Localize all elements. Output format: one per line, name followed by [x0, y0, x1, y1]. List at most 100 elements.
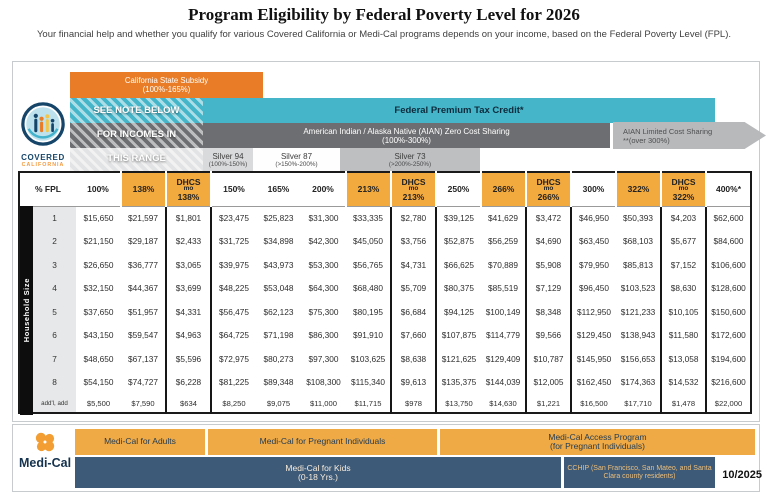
table-row-7: 7 $48,650 $67,137 $5,596 $72,975 $80,273 $97,3…	[19, 347, 751, 371]
revision-date: 10/2025	[722, 469, 762, 481]
table-row-5: 5 $37,650 $51,957 $4,331 $56,475 $62,123 $75,3…	[19, 300, 751, 324]
table-cell: $13,750	[445, 398, 473, 408]
table-cell: $13,058	[660, 347, 707, 371]
table-cell: $6,228	[165, 370, 212, 394]
table-cell: $4,690	[525, 229, 572, 253]
table-cell: $1,221	[525, 394, 572, 413]
table-cell: $106,600	[711, 259, 746, 270]
row-label: 5	[19, 300, 76, 324]
table-cell: $135,375	[441, 377, 477, 388]
medical-adults-label: Medi-Cal for Adults	[104, 436, 176, 447]
table-cell: $9,613	[390, 370, 437, 394]
table-cell: $75,300	[308, 306, 339, 317]
table-cell: $2,780	[390, 206, 437, 230]
table-cell: $4,731	[390, 253, 437, 277]
aian-limited-cost-sharing-arrow: AIAN Limited Cost Sharing **(over 300%)	[613, 122, 766, 149]
table-cell: $50,393	[623, 213, 653, 223]
row-label: 6	[19, 323, 76, 347]
col-header-400: 400%*	[706, 172, 751, 207]
table-cell: $81,225	[219, 377, 249, 388]
table-cell: $32,150	[83, 283, 114, 294]
table-cell: $71,198	[263, 330, 294, 341]
col-header-250: 250%	[436, 172, 481, 207]
table-cell: $62,600	[713, 213, 744, 223]
table-cell: $11,580	[660, 323, 707, 347]
row-label: 3	[19, 253, 76, 277]
table-cell: $129,409	[485, 353, 521, 364]
table-cell: $52,875	[444, 236, 474, 247]
see-note-line3: THIS RANGE	[107, 153, 166, 165]
fpl-header-row: % FPL 100% 138% DHCS mo 138% 150% 165% 200% 213% D…	[19, 172, 751, 207]
table-cell: $112,950	[577, 306, 611, 317]
table-cell: $15,650	[83, 213, 114, 223]
table-cell: $7,660	[390, 323, 437, 347]
household-size-axis-label: Household Size	[22, 278, 31, 343]
medical-access-program-bar: Medi-Cal Access Program (for Pregnant In…	[440, 429, 755, 455]
table-cell: $4,963	[165, 323, 212, 347]
table-cell: $80,195	[353, 306, 383, 317]
table-cell: $121,625	[441, 353, 477, 364]
silver-94-range: (100%-150%)	[208, 160, 248, 168]
table-row-addladd: add'l, add $5,500 $7,590 $634 $8,250 $9,075 $1…	[19, 394, 751, 413]
table-cell: $68,103	[623, 236, 653, 247]
col-header-213: 213%	[345, 172, 392, 207]
col-header-138: 138%	[120, 172, 167, 207]
table-cell: $172,600	[711, 330, 746, 341]
table-cell: $129,450	[576, 330, 612, 341]
table-row-3: 3 $26,650 $36,777 $3,065 $39,975 $43,973 $53,3…	[19, 253, 751, 277]
table-cell: $56,259	[488, 236, 518, 247]
table-cell: $11,000	[310, 398, 337, 408]
see-note-text: SEE NOTE BELOW FOR INCOMES IN THIS RANGE	[70, 98, 203, 171]
table-cell: $5,500	[86, 398, 111, 408]
table-cell: $44,367	[128, 283, 158, 294]
table-row-4: 4 $32,150 $44,367 $3,699 $48,225 $53,048 $64,3…	[19, 276, 751, 300]
row-label: 2	[19, 229, 76, 253]
table-cell: $8,250	[222, 398, 246, 408]
aian-zero-range: (100%-300%)	[382, 135, 431, 145]
medical-kids-line2: (0-18 Yrs.)	[298, 471, 338, 482]
table-cell: $68,480	[353, 283, 383, 294]
table-cell: $53,300	[308, 259, 339, 270]
table-cell: $100,149	[485, 306, 521, 317]
col-header-165: 165%	[256, 172, 301, 207]
table-cell: $7,129	[525, 276, 572, 300]
col-header-266: 266%	[480, 172, 527, 207]
aian-zero-label: American Indian / Alaska Native (AIAN) Z…	[303, 126, 510, 136]
table-cell: $26,650	[83, 259, 114, 270]
table-cell: $85,519	[488, 283, 518, 294]
cchip-bar: CCHIP (San Francisco, San Mateo, and San…	[564, 457, 715, 488]
fpl-eligibility-table: % FPL 100% 138% DHCS mo 138% 150% 165% 200% 213% D…	[18, 171, 752, 414]
silver-94-name: Silver 94	[212, 151, 244, 161]
table-cell: $108,300	[306, 377, 341, 388]
col-header-dhcs-mo-138: DHCS mo 138%	[165, 172, 212, 207]
silver-73-name: Silver 73	[394, 151, 426, 161]
table-cell: $174,363	[620, 377, 656, 388]
table-cell: $3,699	[165, 276, 212, 300]
medical-access-line2: (for Pregnant Individuals)	[550, 441, 645, 451]
cchip-label: CCHIP (San Francisco, San Mateo, and San…	[567, 464, 712, 480]
table-cell: $72,975	[219, 353, 249, 364]
band-silver-94: Silver 94 (100%-150%)	[203, 148, 253, 171]
table-cell: $634	[165, 394, 212, 413]
table-row-2: 2 $21,150 $29,187 $2,433 $31,725 $34,898 $42,3…	[19, 229, 751, 253]
table-cell: $5,908	[525, 253, 572, 277]
table-cell: $9,566	[525, 323, 572, 347]
table-cell: $31,300	[308, 213, 339, 223]
table-cell: $23,475	[219, 213, 249, 223]
table-cell: $150,600	[711, 306, 746, 317]
table-cell: $34,898	[263, 236, 294, 247]
table-cell: $103,523	[620, 283, 656, 294]
band-silver-87: Silver 87 (>150%-200%)	[253, 148, 340, 171]
table-cell: $43,150	[83, 330, 114, 341]
table-cell: $4,203	[660, 206, 707, 230]
table-row-6: 6 $43,150 $59,547 $4,963 $64,725 $71,198 $86,3…	[19, 323, 751, 347]
table-cell: $29,187	[128, 236, 158, 247]
table-cell: $194,600	[711, 353, 746, 364]
table-cell: $36,777	[128, 259, 158, 270]
covered-california-icon	[21, 102, 65, 146]
table-cell: $144,039	[485, 377, 521, 388]
table-cell: $89,348	[263, 377, 294, 388]
table-cell: $8,638	[390, 347, 437, 371]
table-cell: $63,450	[579, 236, 609, 247]
